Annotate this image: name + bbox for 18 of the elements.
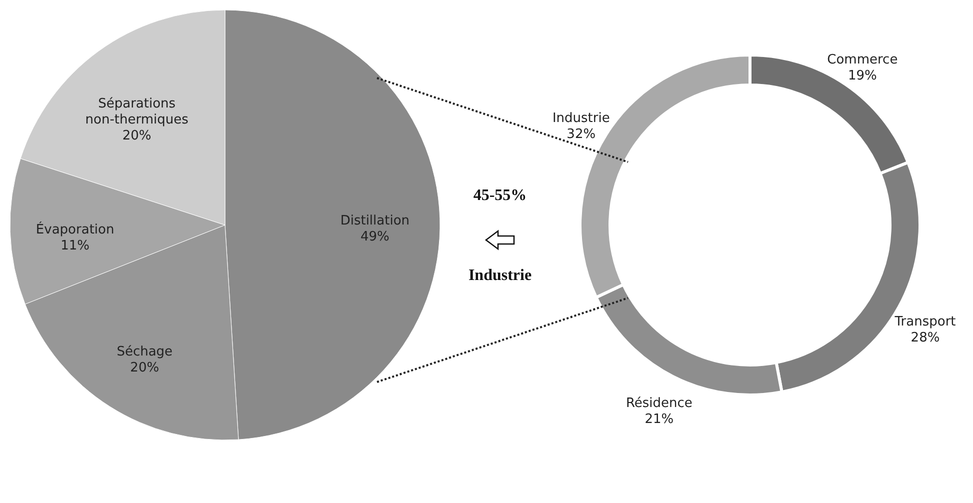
slice-label: Industrie xyxy=(552,110,610,126)
data-label: 20% xyxy=(122,128,152,144)
data-label: 21% xyxy=(644,412,674,428)
slice-label: Évaporation xyxy=(36,220,114,238)
text: Industrie xyxy=(468,267,532,284)
slice-label: Résidence xyxy=(626,396,692,412)
data-label: 19% xyxy=(848,68,877,84)
slice-label: Transport xyxy=(894,314,956,330)
data-label: 20% xyxy=(130,360,160,376)
text: 45-55% xyxy=(473,187,527,204)
data-label: 32% xyxy=(566,126,596,142)
data-label: 49% xyxy=(360,229,390,244)
data-label: 11% xyxy=(60,238,90,254)
slice-label: Distillation xyxy=(340,213,410,228)
data-label: 28% xyxy=(910,330,940,346)
slice-label: Commerce xyxy=(827,52,898,68)
slice-label: Séparations non-thermiques xyxy=(85,96,189,128)
slice-label: Séchage xyxy=(116,344,173,360)
